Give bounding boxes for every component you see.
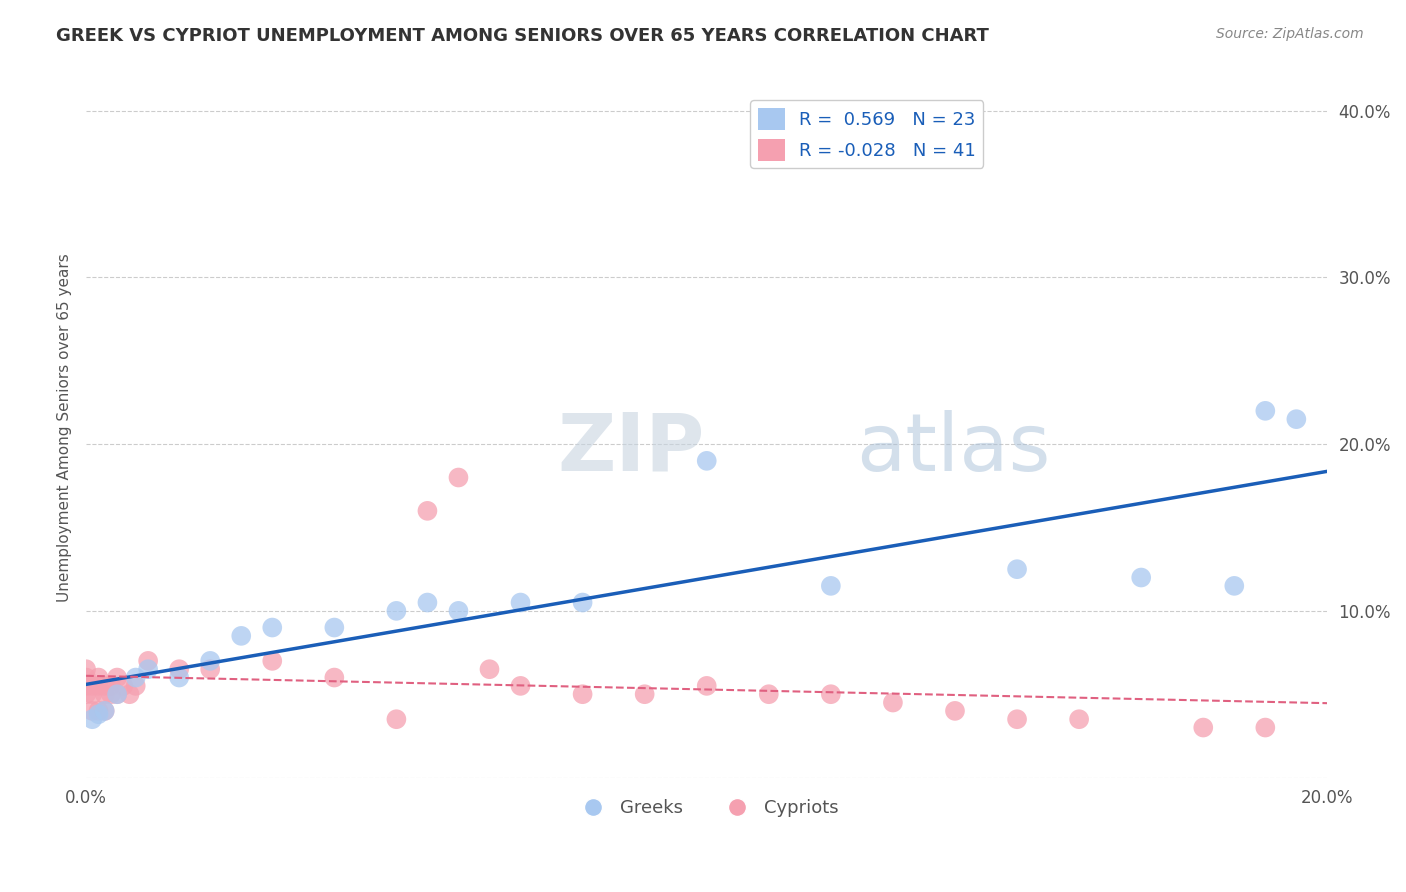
Text: ZIP: ZIP	[558, 409, 704, 488]
Point	[125, 671, 148, 685]
Point	[262, 621, 284, 635]
Text: atlas: atlas	[856, 409, 1050, 488]
Point	[447, 470, 470, 484]
Point	[82, 687, 104, 701]
Point	[75, 687, 97, 701]
Point	[100, 687, 122, 701]
Point	[136, 662, 159, 676]
Point	[200, 654, 222, 668]
Point	[1069, 712, 1091, 726]
Point	[118, 687, 141, 701]
Legend: Greeks, Cypriots: Greeks, Cypriots	[568, 792, 846, 824]
Point	[509, 595, 531, 609]
Point	[696, 454, 718, 468]
Point	[93, 687, 115, 701]
Point	[93, 704, 115, 718]
Point	[1254, 404, 1277, 418]
Point	[323, 671, 346, 685]
Text: Source: ZipAtlas.com: Source: ZipAtlas.com	[1216, 27, 1364, 41]
Point	[105, 687, 128, 701]
Point	[231, 629, 253, 643]
Point	[75, 671, 97, 685]
Point	[385, 712, 408, 726]
Point	[634, 687, 657, 701]
Point	[87, 704, 110, 718]
Point	[82, 679, 104, 693]
Point	[1223, 579, 1246, 593]
Point	[571, 595, 593, 609]
Point	[416, 504, 439, 518]
Point	[882, 696, 904, 710]
Point	[323, 621, 346, 635]
Point	[696, 679, 718, 693]
Point	[93, 704, 115, 718]
Point	[1130, 570, 1153, 584]
Point	[112, 679, 135, 693]
Point	[105, 671, 128, 685]
Point	[93, 679, 115, 693]
Point	[447, 604, 470, 618]
Point	[167, 662, 190, 676]
Point	[262, 654, 284, 668]
Point	[1005, 562, 1028, 576]
Point	[87, 679, 110, 693]
Point	[167, 671, 190, 685]
Point	[820, 579, 842, 593]
Point	[87, 671, 110, 685]
Point	[200, 662, 222, 676]
Point	[75, 662, 97, 676]
Point	[82, 704, 104, 718]
Point	[509, 679, 531, 693]
Point	[1285, 412, 1308, 426]
Point	[943, 704, 966, 718]
Point	[1192, 721, 1215, 735]
Point	[136, 654, 159, 668]
Point	[571, 687, 593, 701]
Point	[820, 687, 842, 701]
Y-axis label: Unemployment Among Seniors over 65 years: Unemployment Among Seniors over 65 years	[58, 253, 72, 602]
Point	[416, 595, 439, 609]
Point	[385, 604, 408, 618]
Point	[100, 679, 122, 693]
Text: GREEK VS CYPRIOT UNEMPLOYMENT AMONG SENIORS OVER 65 YEARS CORRELATION CHART: GREEK VS CYPRIOT UNEMPLOYMENT AMONG SENI…	[56, 27, 988, 45]
Point	[758, 687, 780, 701]
Point	[1005, 712, 1028, 726]
Point	[75, 679, 97, 693]
Point	[105, 687, 128, 701]
Point	[87, 707, 110, 722]
Point	[82, 712, 104, 726]
Point	[478, 662, 501, 676]
Point	[1254, 721, 1277, 735]
Point	[125, 679, 148, 693]
